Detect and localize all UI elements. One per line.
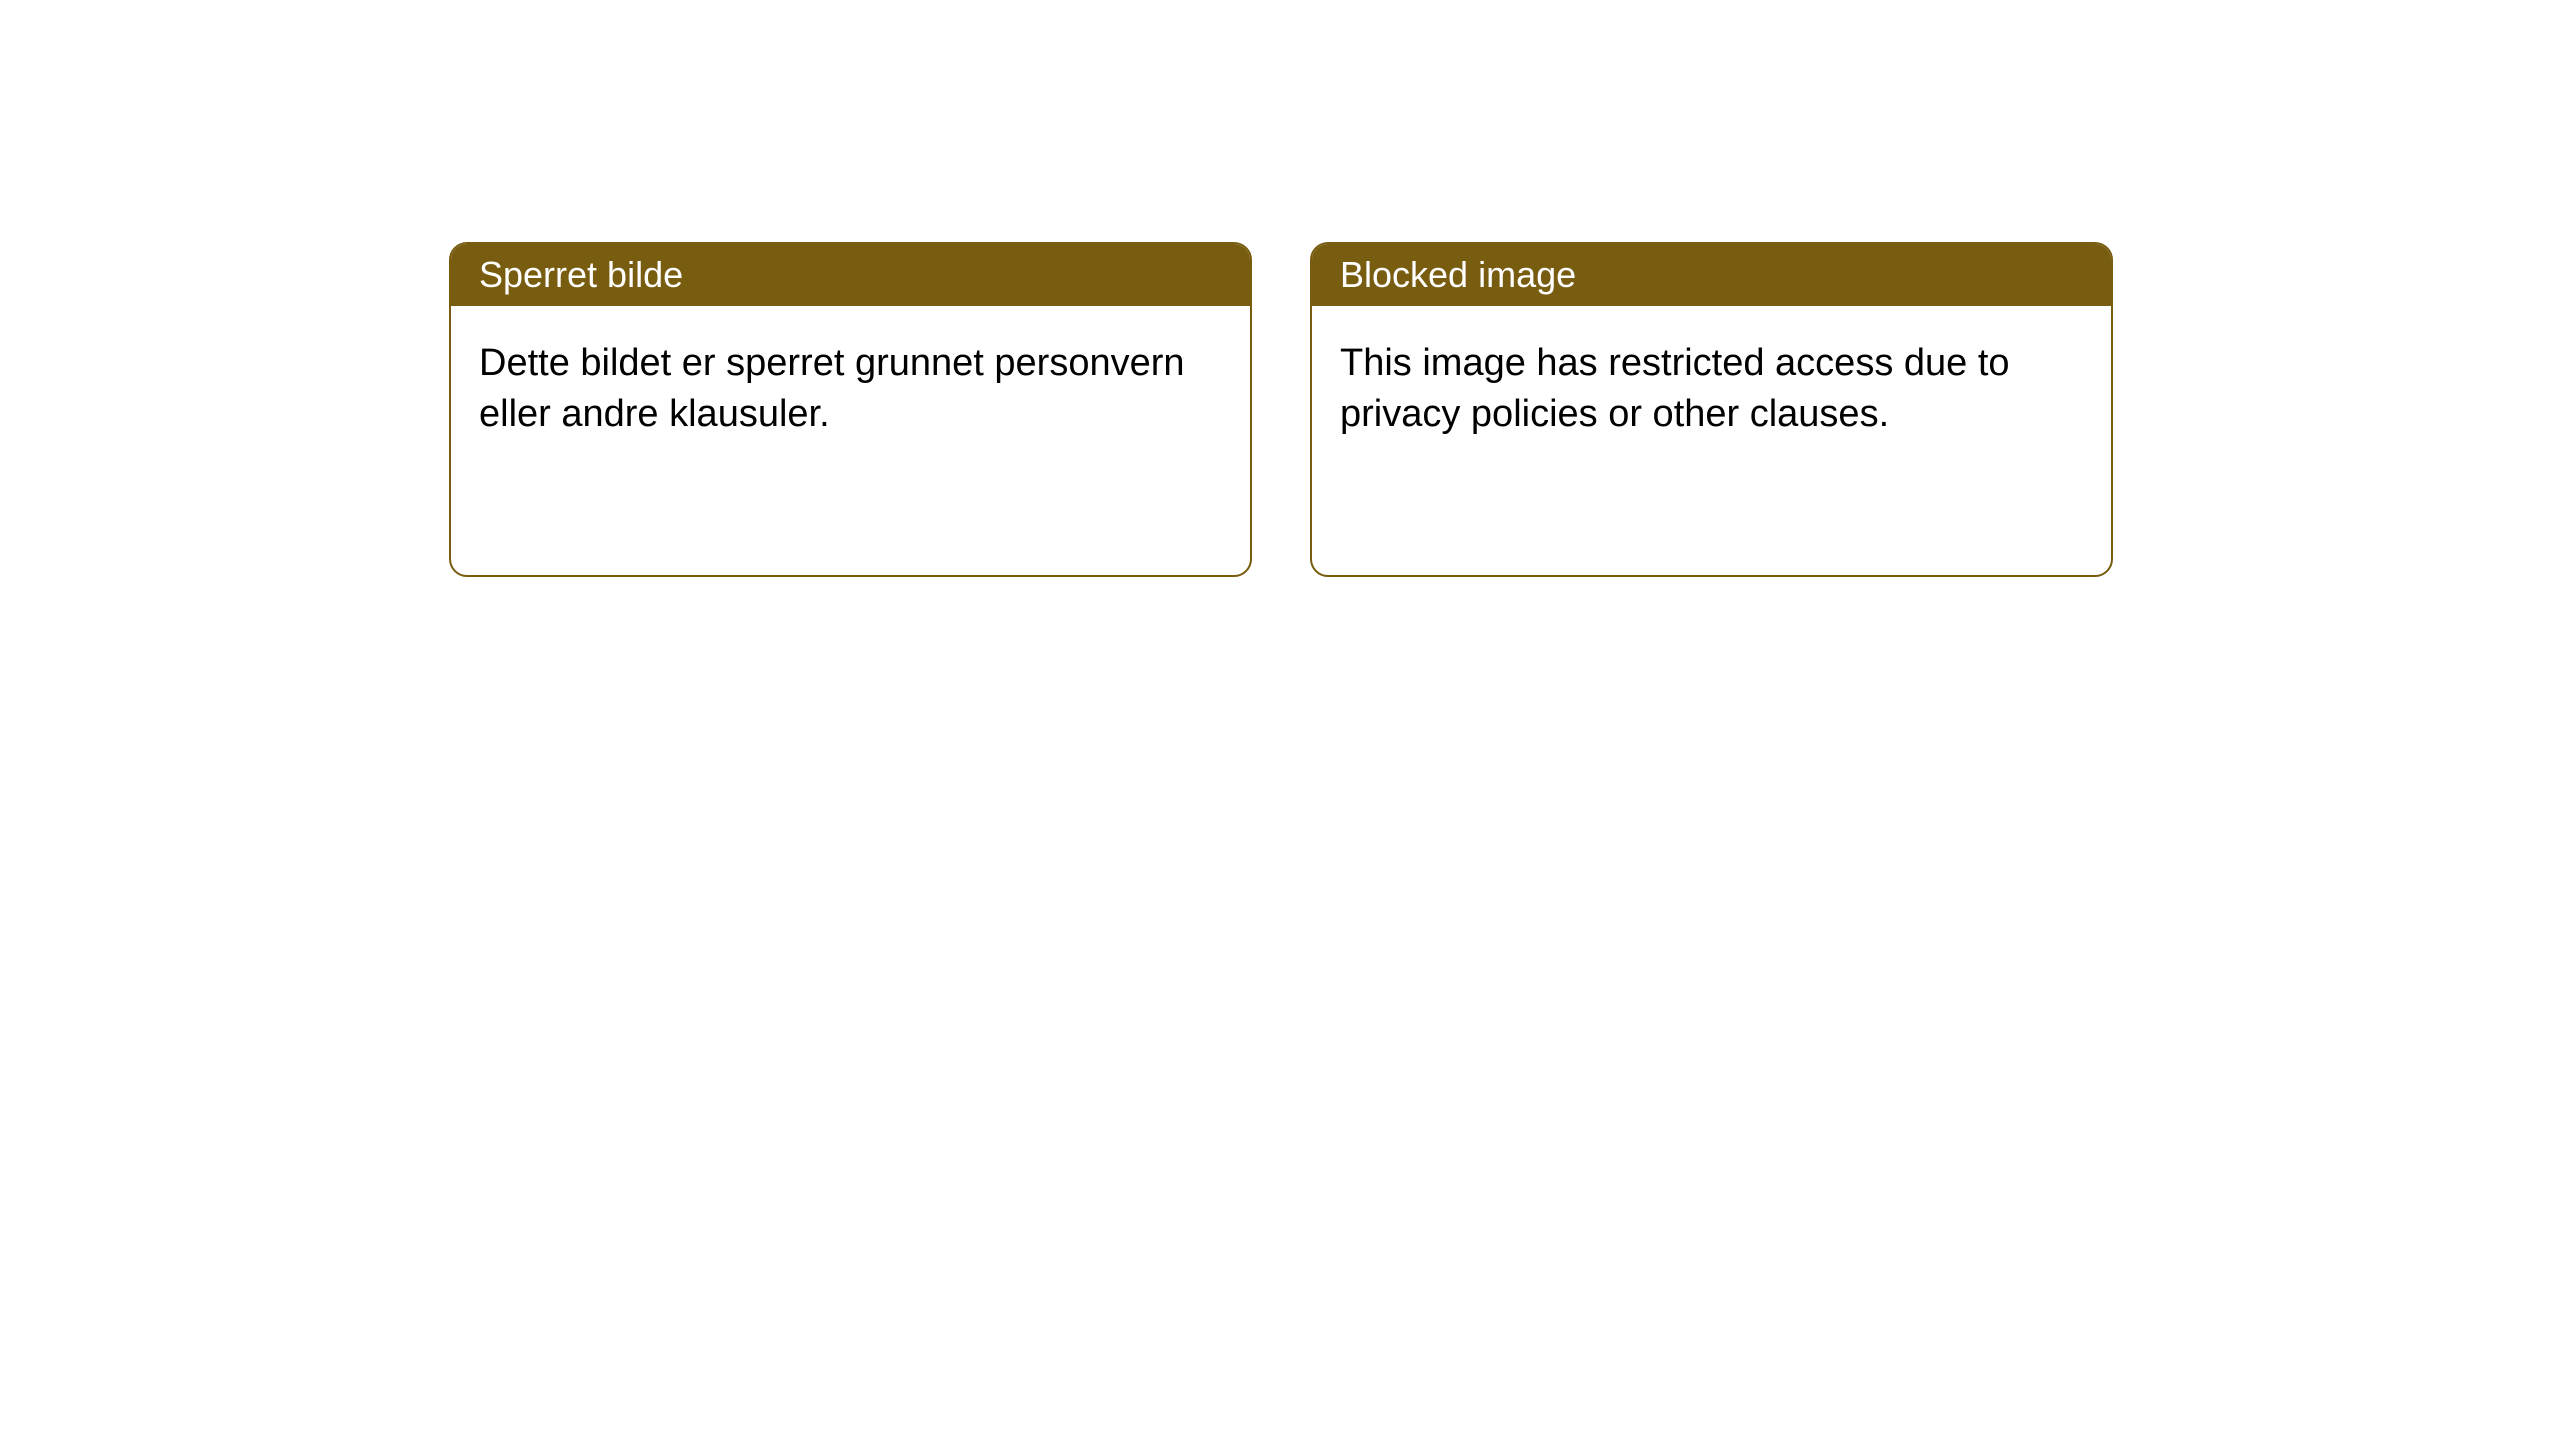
- card-body-norwegian: Dette bildet er sperret grunnet personve…: [451, 306, 1250, 473]
- notice-card-english: Blocked image This image has restricted …: [1310, 242, 2113, 577]
- card-title-english: Blocked image: [1340, 254, 1576, 295]
- card-text-english: This image has restricted access due to …: [1340, 342, 2010, 435]
- notice-card-norwegian: Sperret bilde Dette bildet er sperret gr…: [449, 242, 1252, 577]
- card-text-norwegian: Dette bildet er sperret grunnet personve…: [479, 342, 1185, 435]
- card-body-english: This image has restricted access due to …: [1312, 306, 2111, 473]
- card-header-norwegian: Sperret bilde: [451, 244, 1250, 306]
- card-title-norwegian: Sperret bilde: [479, 254, 683, 295]
- notice-container: Sperret bilde Dette bildet er sperret gr…: [449, 242, 2113, 577]
- card-header-english: Blocked image: [1312, 244, 2111, 306]
